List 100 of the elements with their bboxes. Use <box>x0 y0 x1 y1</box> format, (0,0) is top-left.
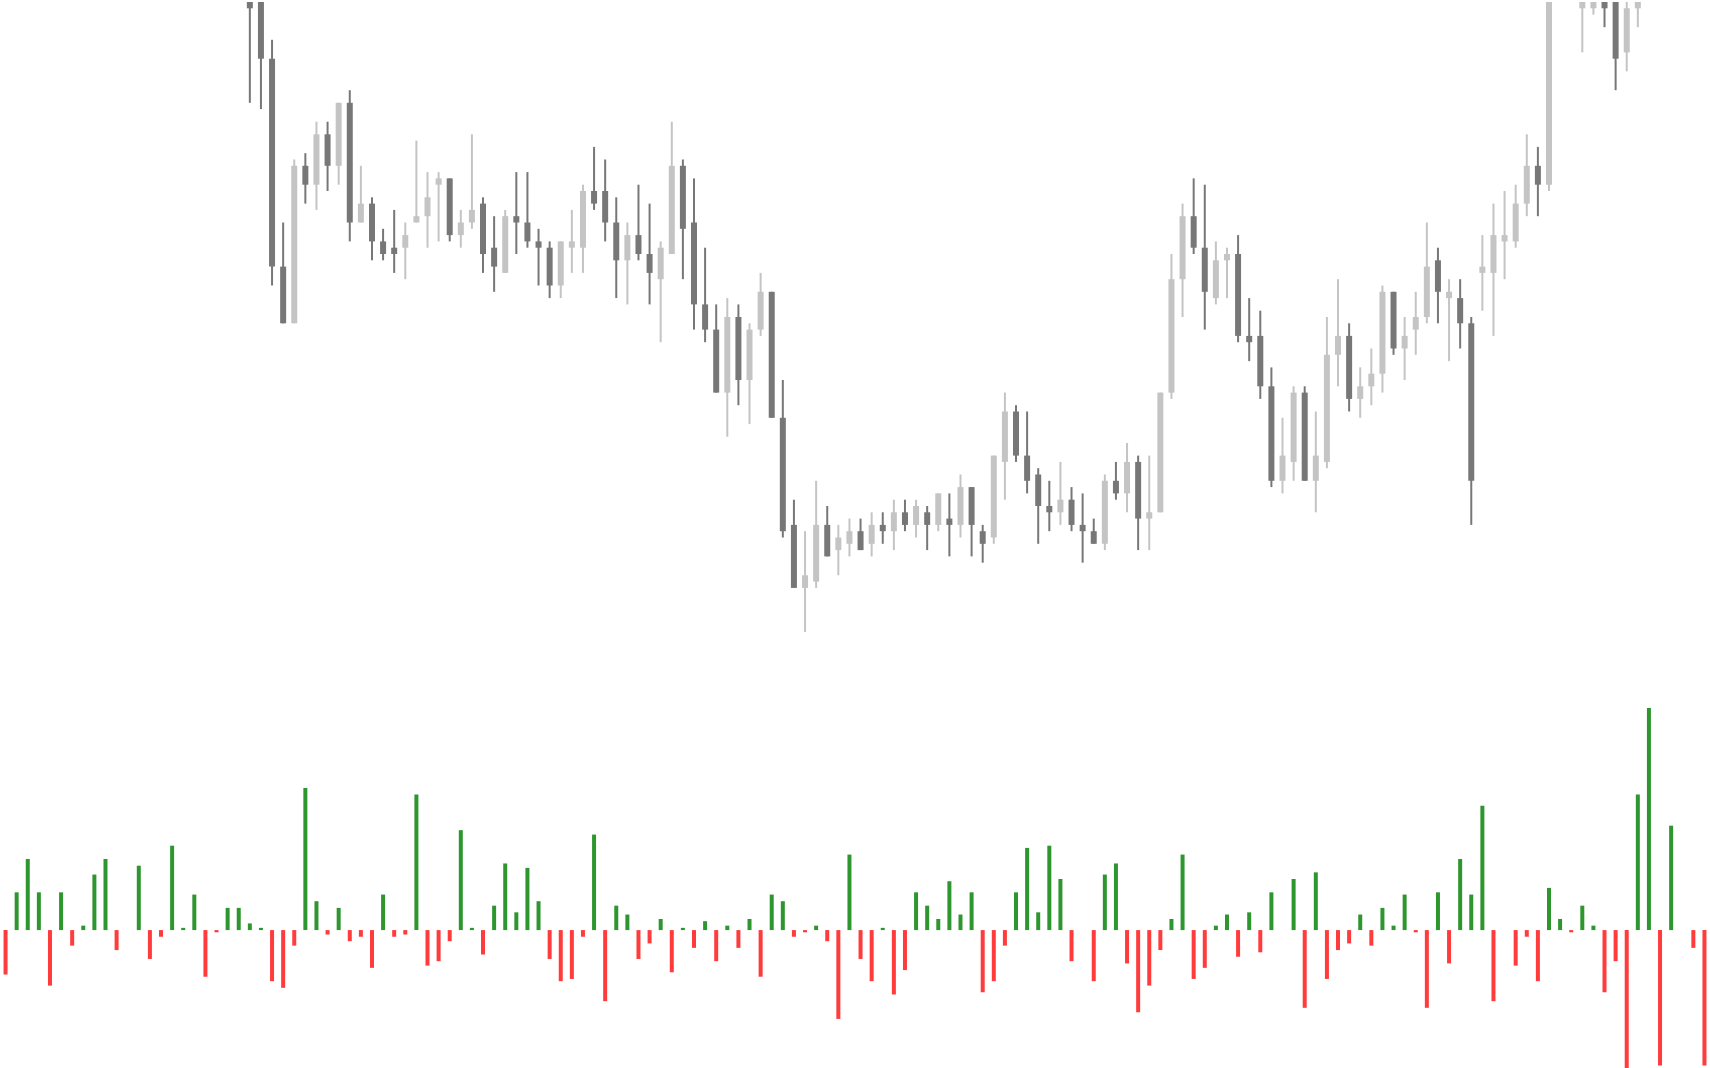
bar <box>1102 874 1107 931</box>
candlestick <box>1357 366 1364 419</box>
bar <box>1180 854 1185 931</box>
candlestick <box>468 133 475 230</box>
candlestick <box>868 511 875 558</box>
bar <box>1313 872 1318 931</box>
candlestick <box>1013 404 1020 463</box>
candlestick <box>513 171 520 255</box>
bar <box>580 930 585 937</box>
bar <box>547 930 552 959</box>
candlestick <box>1312 410 1319 514</box>
bar <box>869 930 874 982</box>
bar <box>1324 930 1329 979</box>
bar <box>314 901 319 931</box>
bar <box>225 907 230 931</box>
candlestick <box>1457 278 1464 350</box>
bar <box>458 830 463 931</box>
bar <box>425 930 430 966</box>
bar <box>1602 930 1607 993</box>
candlestick <box>901 498 908 533</box>
bar <box>503 863 508 931</box>
candlestick <box>1068 486 1075 533</box>
candlestick <box>1446 278 1453 363</box>
candlestick <box>380 227 387 262</box>
bar <box>658 918 663 931</box>
bar <box>1025 847 1030 931</box>
bar <box>292 930 297 946</box>
candlestick <box>924 505 931 552</box>
candlestick <box>524 171 531 249</box>
bar <box>1658 930 1663 1066</box>
candlestick <box>968 486 975 558</box>
candlestick <box>635 183 642 262</box>
bar <box>25 859 30 931</box>
bar <box>569 930 574 979</box>
bar <box>358 930 363 937</box>
bar <box>1202 930 1207 968</box>
candlestick <box>1246 297 1253 363</box>
candlestick <box>602 158 609 243</box>
bar <box>492 905 497 931</box>
candlestick <box>1412 290 1419 356</box>
candlestick <box>413 139 420 224</box>
bar <box>1069 930 1074 962</box>
bar <box>347 930 352 942</box>
candlestick <box>1079 492 1086 564</box>
bar <box>303 787 308 931</box>
bar <box>1535 930 1540 982</box>
bar <box>59 892 64 931</box>
bar <box>758 930 763 977</box>
candlestick <box>979 523 986 564</box>
candlestick <box>491 215 498 293</box>
candlestick <box>657 240 664 344</box>
bar <box>1191 930 1196 979</box>
candlestick <box>546 240 553 300</box>
bar <box>736 930 741 948</box>
bar <box>103 859 108 931</box>
bar <box>1469 894 1474 931</box>
bar <box>1613 930 1618 962</box>
bar <box>1458 859 1463 931</box>
bar <box>192 894 197 931</box>
bar <box>1546 887 1551 931</box>
candlestick <box>1479 234 1486 312</box>
candlestick <box>368 196 375 262</box>
bar <box>1702 930 1707 1066</box>
bar <box>1302 930 1307 1008</box>
bar <box>1169 918 1174 931</box>
bar <box>392 930 397 937</box>
bar <box>691 930 696 948</box>
bar <box>625 914 630 931</box>
candlestick <box>1335 278 1342 388</box>
bar <box>14 892 19 931</box>
bar <box>936 918 941 931</box>
candlestick <box>1523 133 1530 218</box>
candlestick <box>1212 240 1219 306</box>
candlestick <box>1035 467 1042 545</box>
bar <box>1491 930 1496 1002</box>
bar <box>603 930 608 1002</box>
bar <box>1236 930 1241 957</box>
bar <box>791 930 796 937</box>
candlestick <box>302 152 309 205</box>
bar <box>780 901 785 931</box>
candlestick <box>1201 183 1208 331</box>
bar <box>614 905 619 931</box>
candlestick <box>1124 442 1131 514</box>
candlestick <box>1501 190 1508 281</box>
bar <box>636 930 641 959</box>
bar <box>592 834 597 931</box>
bar <box>270 930 275 982</box>
candlestick <box>913 498 920 539</box>
bar <box>1635 794 1640 931</box>
bar <box>891 930 896 995</box>
bar <box>914 892 919 931</box>
candlestick <box>1046 479 1053 533</box>
bar <box>336 907 341 931</box>
candlestick <box>457 208 464 249</box>
candlestick <box>424 171 431 249</box>
candlestick <box>957 473 964 539</box>
bar <box>70 930 75 946</box>
candlestick <box>1534 145 1541 218</box>
bar <box>159 930 164 937</box>
bar <box>958 914 963 931</box>
